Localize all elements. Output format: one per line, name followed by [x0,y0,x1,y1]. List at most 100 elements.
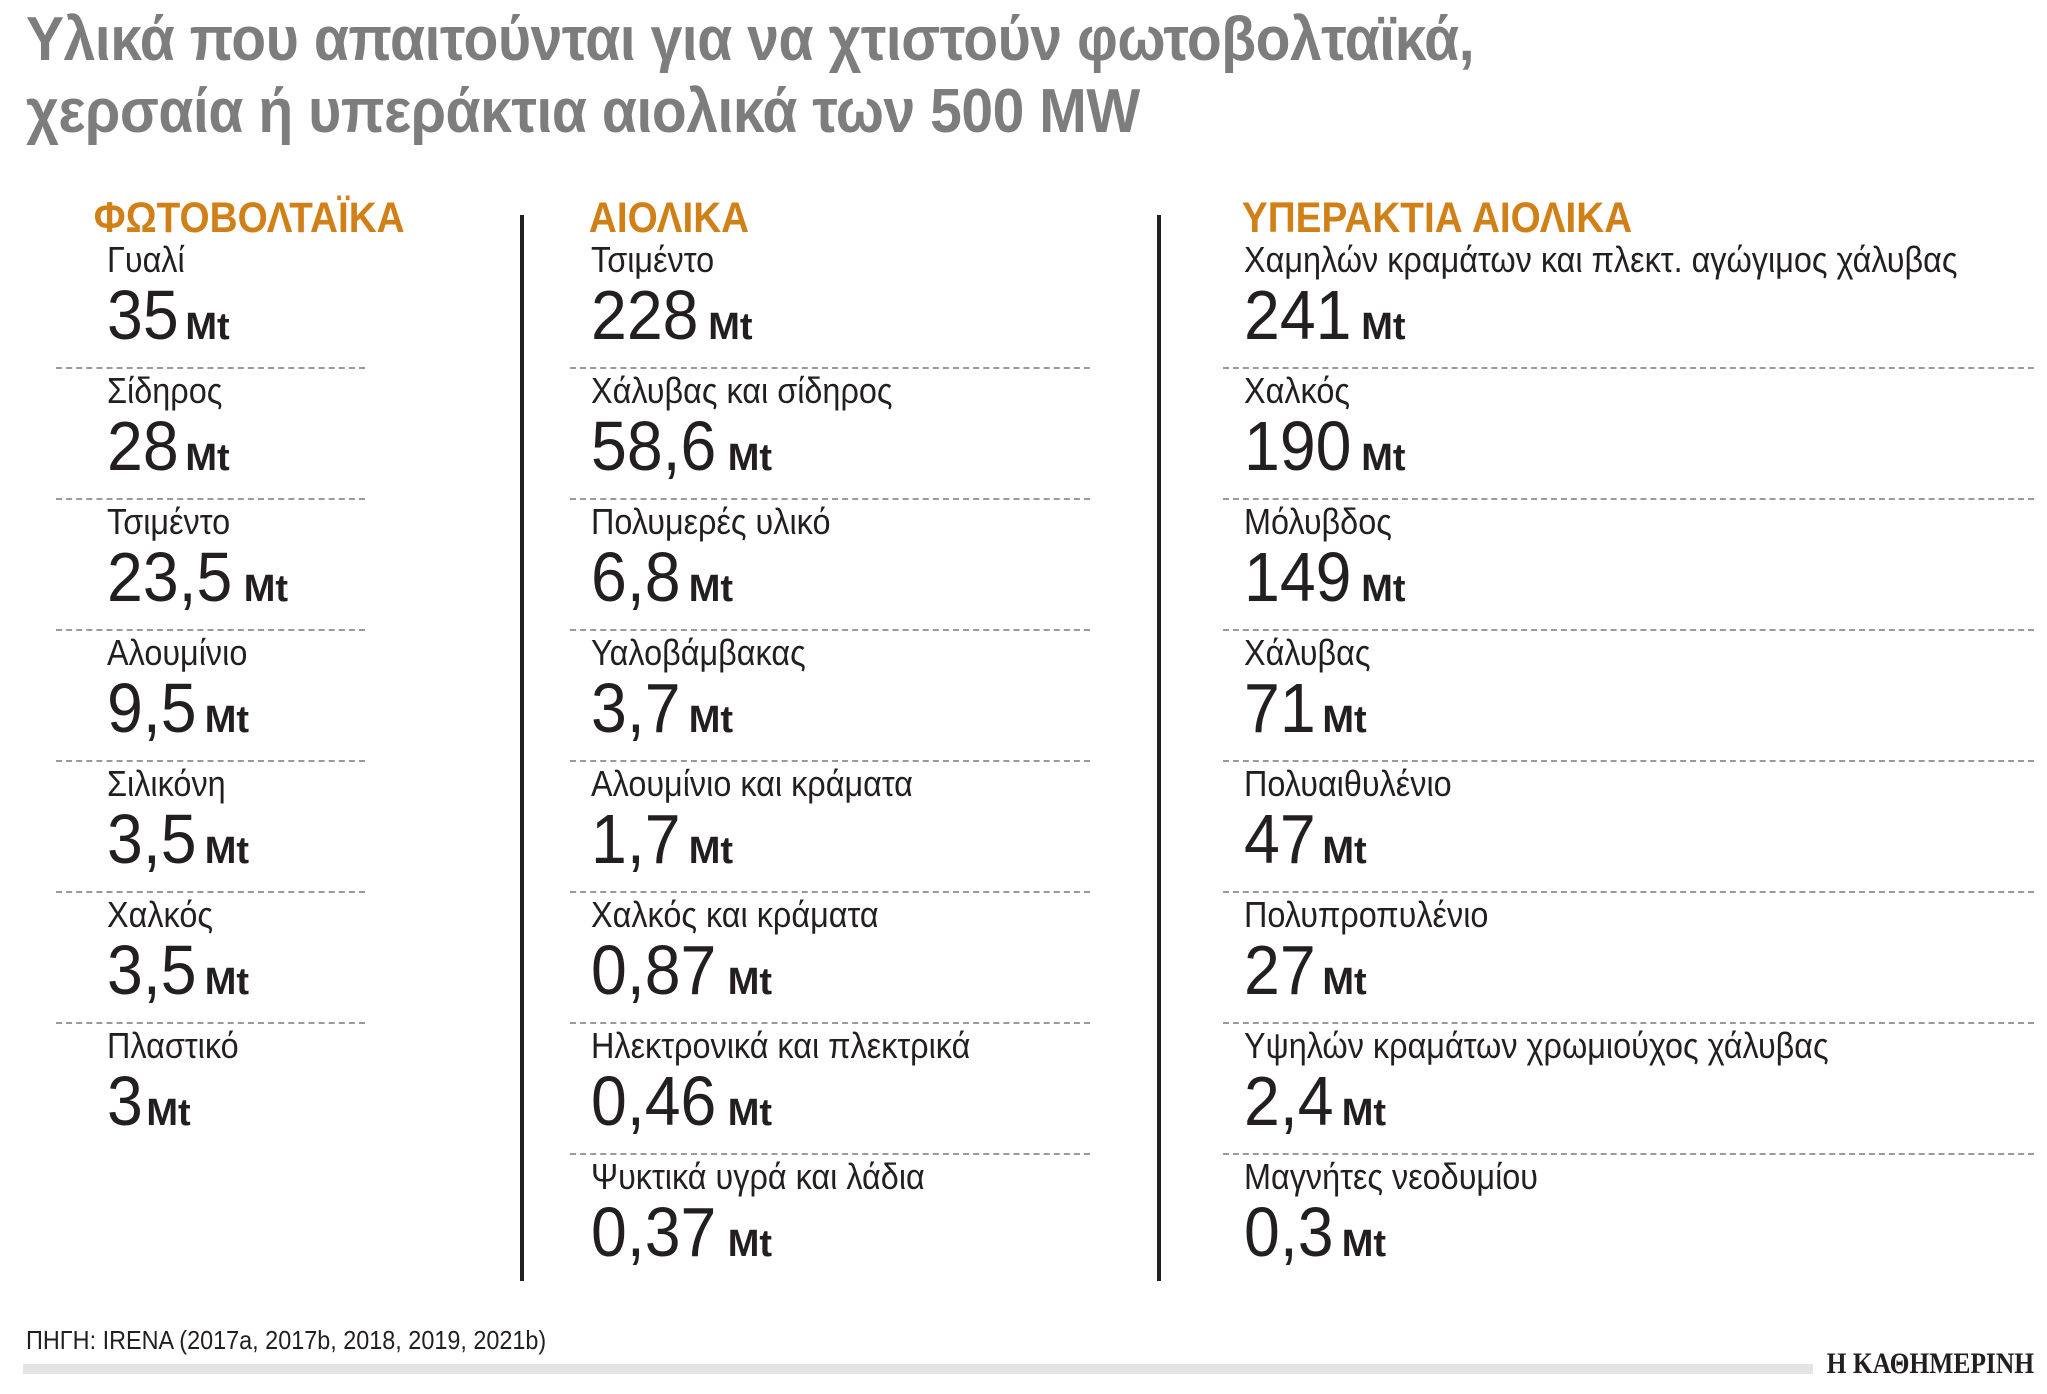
material-value: 3,7 Mt [591,671,733,765]
value-unit: Mt [1361,306,1406,348]
publisher-logo: Η ΚΑΘΗΜΕΡΙΝΗ [1826,1347,2034,1380]
footer-bar [23,1364,1813,1374]
material-item: Σίδηρος 28 Mt [56,369,365,500]
material-value: 149 Mt [1244,540,1406,634]
column-divider [1157,215,1161,1281]
material-item: Αλουμίνιο και κράματα 1,7 Mt [570,762,1090,893]
material-label: Σιλικόνη [107,763,226,804]
material-value: 47 Mt [1244,802,1367,896]
value-unit: Mt [1341,1092,1387,1134]
material-item: Υψηλών κραμάτων χρωμιούχος χάλυβας 2,4 Mt [1223,1024,2034,1155]
material-item: Χάλυβας 71 Mt [1223,631,2034,762]
value-number: 27 [1244,931,1316,1009]
material-value: 0,46 Mt [591,1064,772,1158]
material-item: Τσιμέντο 228 Mt [570,239,1090,372]
material-value: 23,5 Mt [107,540,288,634]
value-number: 3,7 [591,669,681,747]
value-number: 2,4 [1244,1062,1334,1140]
value-number: 9,5 [107,669,197,747]
value-number: 228 [591,276,699,354]
column-wind: ΑΙΟΛΙΚΑ Τσιμέντο 228 Mt Χάλυβας και σίδηρος… [570,190,1090,1286]
material-item: Πολυαιθυλένιο 47 Mt [1223,762,2034,893]
value-unit: Mt [727,961,773,1003]
source-note: ΠΗΓΗ: IRENA (2017a, 2017b, 2018, 2019, 2… [26,1325,547,1355]
value-unit: Mt [1322,699,1367,741]
value-unit: Mt [146,1092,191,1134]
material-value: 28 Mt [107,409,230,503]
value-number: 0,37 [591,1193,717,1271]
material-label: Πολυαιθυλένιο [1244,763,1452,804]
material-label: Ηλεκτρονικά και πλεκτρικά [591,1025,971,1066]
material-label: Αλουμίνιο και κράματα [591,763,913,804]
material-value: 1,7 Mt [591,802,733,896]
value-unit: Mt [243,568,289,610]
value-unit: Mt [1361,437,1406,479]
material-item: Μαγνήτες νεοδυμίου 0,3 Mt [1223,1155,2034,1286]
value-number: 3,5 [107,800,197,878]
value-unit: Mt [1361,568,1406,610]
value-unit: Mt [1322,830,1367,872]
material-value: 6,8 Mt [591,540,733,634]
material-item: Χάλυβας και σίδηρος 58,6 Mt [570,369,1090,500]
material-label: Χαλκός και κράματα [591,894,879,935]
value-number: 3 [107,1062,143,1140]
material-label: Πολυπροπυλένιο [1244,894,1489,935]
material-value: 241 Mt [1244,278,1406,372]
material-value: 58,6 Mt [591,409,772,503]
material-value: 71 Mt [1244,671,1367,765]
material-value: 35 Mt [107,278,230,372]
material-value: 190 Mt [1244,409,1406,503]
material-item: Σιλικόνη 3,5 Mt [56,762,365,893]
column-heading: ΥΠΕΡΑΚΤΙΑ ΑΙΟΛΙΚΑ [1241,194,1633,242]
value-unit: Mt [1341,1223,1387,1265]
column-divider [520,215,524,1281]
material-label: Υαλοβάμβακας [591,632,806,673]
infographic-title: Υλικά που απαιτούνται για να χτιστούν φω… [26,4,1475,148]
material-item: Τσιμέντο 23,5 Mt [56,500,365,631]
column-heading: ΦΩΤΟΒΟΛΤΑΪΚΑ [93,194,405,242]
material-label: Χάλυβας και σίδηρος [591,370,893,411]
material-value: 9,5 Mt [107,671,249,765]
material-label: Τσιμέντο [107,501,231,542]
material-label: Γυαλί [107,239,185,280]
value-unit: Mt [185,437,230,479]
material-value: 0,37 Mt [591,1195,772,1289]
material-item: Χαμηλών κραμάτων και πλεκτ. αγώγιμος χάλ… [1223,239,2034,372]
material-item: Πολυπροπυλένιο 27 Mt [1223,893,2034,1024]
value-unit: Mt [688,699,734,741]
material-item: Πολυμερές υλικό 6,8 Mt [570,500,1090,631]
value-number: 28 [107,407,179,485]
value-number: 58,6 [591,407,717,485]
material-item: Αλουμίνιο 9,5 Mt [56,631,365,762]
value-number: 71 [1244,669,1316,747]
material-value: 27 Mt [1244,933,1367,1027]
value-unit: Mt [727,1223,773,1265]
value-unit: Mt [1322,961,1367,1003]
value-unit: Mt [727,1092,773,1134]
material-label: Ψυκτικά υγρά και λάδια [591,1156,925,1197]
value-number: 47 [1244,800,1316,878]
material-value: 228 Mt [591,278,753,372]
material-label: Πολυμερές υλικό [591,501,831,542]
value-unit: Mt [708,306,753,348]
material-item: Γυαλί 35 Mt [56,239,365,372]
value-unit: Mt [688,830,734,872]
column-heading: ΑΙΟΛΙΚΑ [588,194,750,242]
column-offshore-wind: ΥΠΕΡΑΚΤΙΑ ΑΙΟΛΙΚΑ Χαμηλών κραμάτων και πλ… [1223,190,2034,1286]
value-number: 0,46 [591,1062,717,1140]
value-number: 0,87 [591,931,717,1009]
value-unit: Mt [204,699,250,741]
material-item: Ψυκτικά υγρά και λάδια 0,37 Mt [570,1155,1090,1286]
material-value: 0,3 Mt [1244,1195,1386,1289]
material-value: 0,87 Mt [591,933,772,1027]
material-item: Χαλκός 190 Mt [1223,369,2034,500]
material-label: Τσιμέντο [591,239,715,280]
material-value: 3 Mt [107,1064,191,1158]
title-line-1: Υλικά που απαιτούνται για να χτιστούν φω… [26,5,1475,74]
material-label: Χάλυβας [1244,632,1371,673]
material-value: 3,5 Mt [107,933,249,1027]
value-number: 6,8 [591,538,681,616]
material-value: 3,5 Mt [107,802,249,896]
value-number: 149 [1244,538,1352,616]
material-item: Υαλοβάμβακας 3,7 Mt [570,631,1090,762]
